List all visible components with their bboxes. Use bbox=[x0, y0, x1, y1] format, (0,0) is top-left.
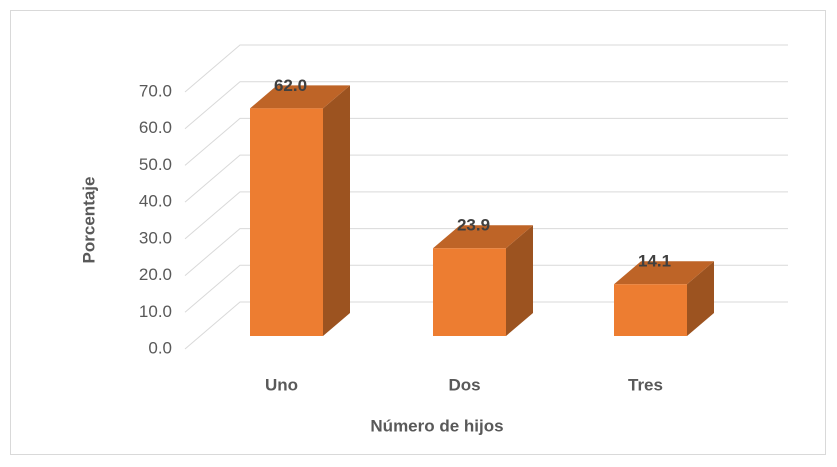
grid-line bbox=[184, 154, 788, 203]
bar bbox=[250, 108, 323, 336]
y-tick-label: 70.0 bbox=[139, 81, 172, 100]
bar-top bbox=[614, 261, 714, 285]
grid-line bbox=[184, 264, 788, 313]
data-label: 23.9 bbox=[457, 216, 490, 235]
grid-line bbox=[184, 44, 788, 93]
bar-side bbox=[323, 85, 350, 336]
x-tick-label: Tres bbox=[628, 375, 663, 394]
y-tick-label: 20.0 bbox=[139, 265, 172, 284]
y-tick-label: 0.0 bbox=[148, 338, 172, 357]
bar bbox=[433, 248, 506, 336]
grid-line bbox=[184, 301, 788, 350]
y-tick-label: 10.0 bbox=[139, 302, 172, 321]
bar-top bbox=[433, 225, 533, 249]
x-tick-label: Dos bbox=[448, 375, 480, 394]
grid-line bbox=[184, 81, 788, 130]
bar bbox=[614, 284, 687, 336]
chart-border bbox=[10, 10, 826, 455]
x-axis-title: Número de hijos bbox=[370, 416, 503, 435]
y-axis-title: Porcentaje bbox=[79, 177, 98, 264]
bar-top bbox=[250, 85, 350, 109]
bar-side bbox=[687, 261, 714, 336]
bar-side bbox=[506, 225, 533, 336]
data-label: 14.1 bbox=[638, 252, 671, 271]
y-tick-label: 40.0 bbox=[139, 192, 172, 211]
grid-line bbox=[184, 228, 788, 276]
x-tick-label: Uno bbox=[265, 375, 298, 394]
grid-line bbox=[184, 117, 788, 166]
y-tick-label: 30.0 bbox=[139, 228, 172, 247]
data-label: 62.0 bbox=[274, 76, 307, 95]
grid-line bbox=[184, 191, 788, 240]
y-tick-label: 60.0 bbox=[139, 118, 172, 137]
y-tick-label: 50.0 bbox=[139, 155, 172, 174]
